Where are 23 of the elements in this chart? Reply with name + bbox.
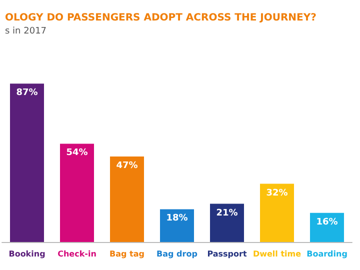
bar xyxy=(210,204,244,242)
chart-title: OLOGY DO PASSENGERS ADOPT ACROSS THE JOURNEY? xyxy=(5,12,317,24)
data-label: 18% xyxy=(166,214,188,224)
x-tick-label: Dwell time xyxy=(252,250,302,258)
data-label: 32% xyxy=(266,188,288,198)
x-tick-label: Boarding xyxy=(306,250,348,258)
bar xyxy=(310,212,344,242)
x-tick-label: Check-in xyxy=(58,250,97,258)
x-tick-label: Bag tag xyxy=(110,250,145,258)
data-label: 16% xyxy=(316,217,338,228)
data-label: 54% xyxy=(66,148,88,158)
x-tick-label: Bag drop xyxy=(156,250,198,258)
x-tick-label: Booking xyxy=(8,250,46,258)
x-tick-label: Passport xyxy=(207,250,247,258)
chart-subtitle: s in 2017 xyxy=(5,26,47,36)
bar xyxy=(110,156,144,242)
bar xyxy=(160,209,194,242)
data-label: 21% xyxy=(216,208,238,218)
bar xyxy=(10,84,44,242)
data-label: 47% xyxy=(116,160,138,171)
data-label: 87% xyxy=(16,88,38,98)
bar xyxy=(260,184,294,242)
bar xyxy=(60,144,94,242)
